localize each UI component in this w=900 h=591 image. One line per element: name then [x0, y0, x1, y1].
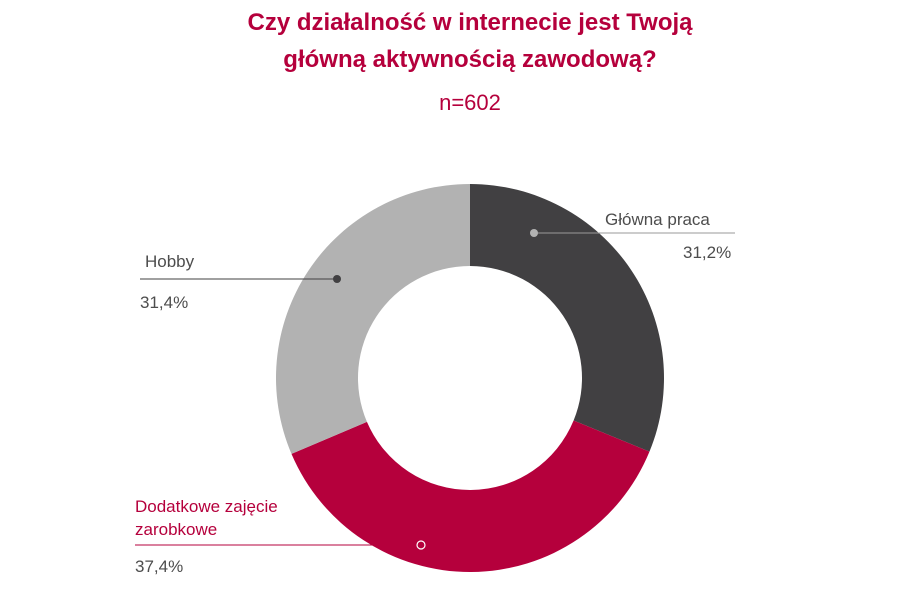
marker-glowna-praca	[530, 229, 538, 237]
marker-hobby	[333, 275, 341, 283]
marker-dodatkowe	[416, 540, 426, 550]
value-glowna-praca: 31,2%	[683, 243, 732, 262]
label-dodatkowe-line-2: zarobkowe	[135, 520, 218, 539]
slice-dodatkowe	[291, 420, 650, 572]
chart-title: Czy działalność w internecie jest Twoją …	[0, 4, 900, 78]
chart-title-line-1: Czy działalność w internecie jest Twoją	[247, 9, 693, 36]
chart-title-line-2: główną aktywnością zawodową?	[283, 46, 657, 73]
label-hobby: Hobby	[145, 252, 195, 271]
value-dodatkowe: 37,4%	[135, 557, 184, 576]
sample-size: n=602	[439, 90, 501, 115]
slice-glowna-praca	[470, 184, 664, 452]
slice-hobby	[276, 184, 470, 454]
value-hobby: 31,4%	[140, 293, 189, 312]
label-glowna-praca: Główna praca	[605, 210, 710, 229]
label-dodatkowe-line-1: Dodatkowe zajęcie	[135, 497, 278, 516]
